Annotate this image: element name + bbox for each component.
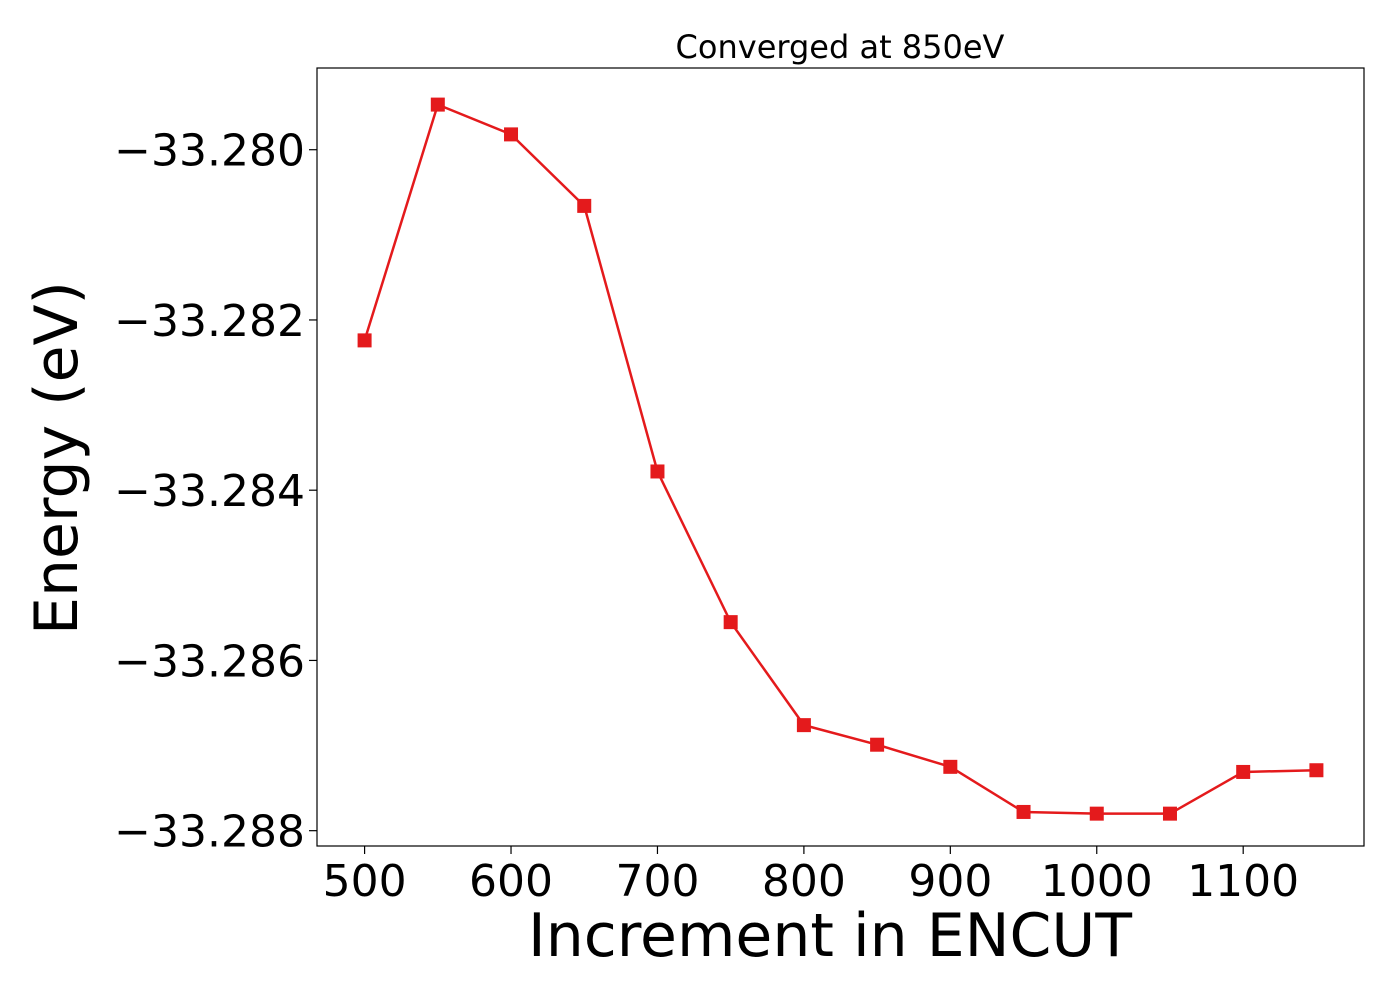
data-point-marker [430, 97, 445, 112]
data-point-marker [1309, 763, 1324, 778]
x-tick-label: 1000 [1041, 856, 1153, 907]
x-tick-label: 500 [323, 856, 407, 907]
x-tick-label: 800 [762, 856, 846, 907]
x-tick-label: 700 [615, 856, 699, 907]
series-line [363, 103, 1317, 815]
y-tick-label: −33.280 [114, 126, 305, 177]
x-tick-label: 1100 [1187, 856, 1299, 907]
x-tick-label: 900 [908, 856, 992, 907]
data-point-marker [796, 718, 811, 733]
x-axis-label: Increment in ENCUT [528, 901, 1132, 971]
series-layer [357, 97, 1324, 821]
data-point-marker [870, 737, 885, 752]
y-tick-label: −33.288 [114, 807, 305, 858]
y-axis-label: Energy (eV) [22, 281, 92, 635]
data-point-marker [357, 333, 372, 348]
axis-ticks: 500 600 700 800 900 1000 1100 −33.280 −33.282 −33… [114, 126, 1299, 907]
data-point-marker [1089, 806, 1104, 821]
data-point-marker [504, 127, 519, 142]
data-point-marker [723, 615, 738, 630]
x-tick-label: 600 [469, 856, 553, 907]
data-point-marker [1016, 804, 1031, 819]
data-point-marker [1162, 806, 1177, 821]
data-point-marker [1236, 764, 1251, 779]
plot-frame [316, 67, 1365, 847]
data-point-marker [943, 759, 958, 774]
y-tick-label: −33.284 [114, 466, 305, 517]
data-point-marker [650, 464, 665, 479]
y-tick-label: −33.282 [114, 296, 305, 347]
chart-title: Converged at 850eV [676, 28, 1005, 66]
y-tick-label: −33.286 [114, 636, 305, 687]
data-point-marker [577, 198, 592, 213]
